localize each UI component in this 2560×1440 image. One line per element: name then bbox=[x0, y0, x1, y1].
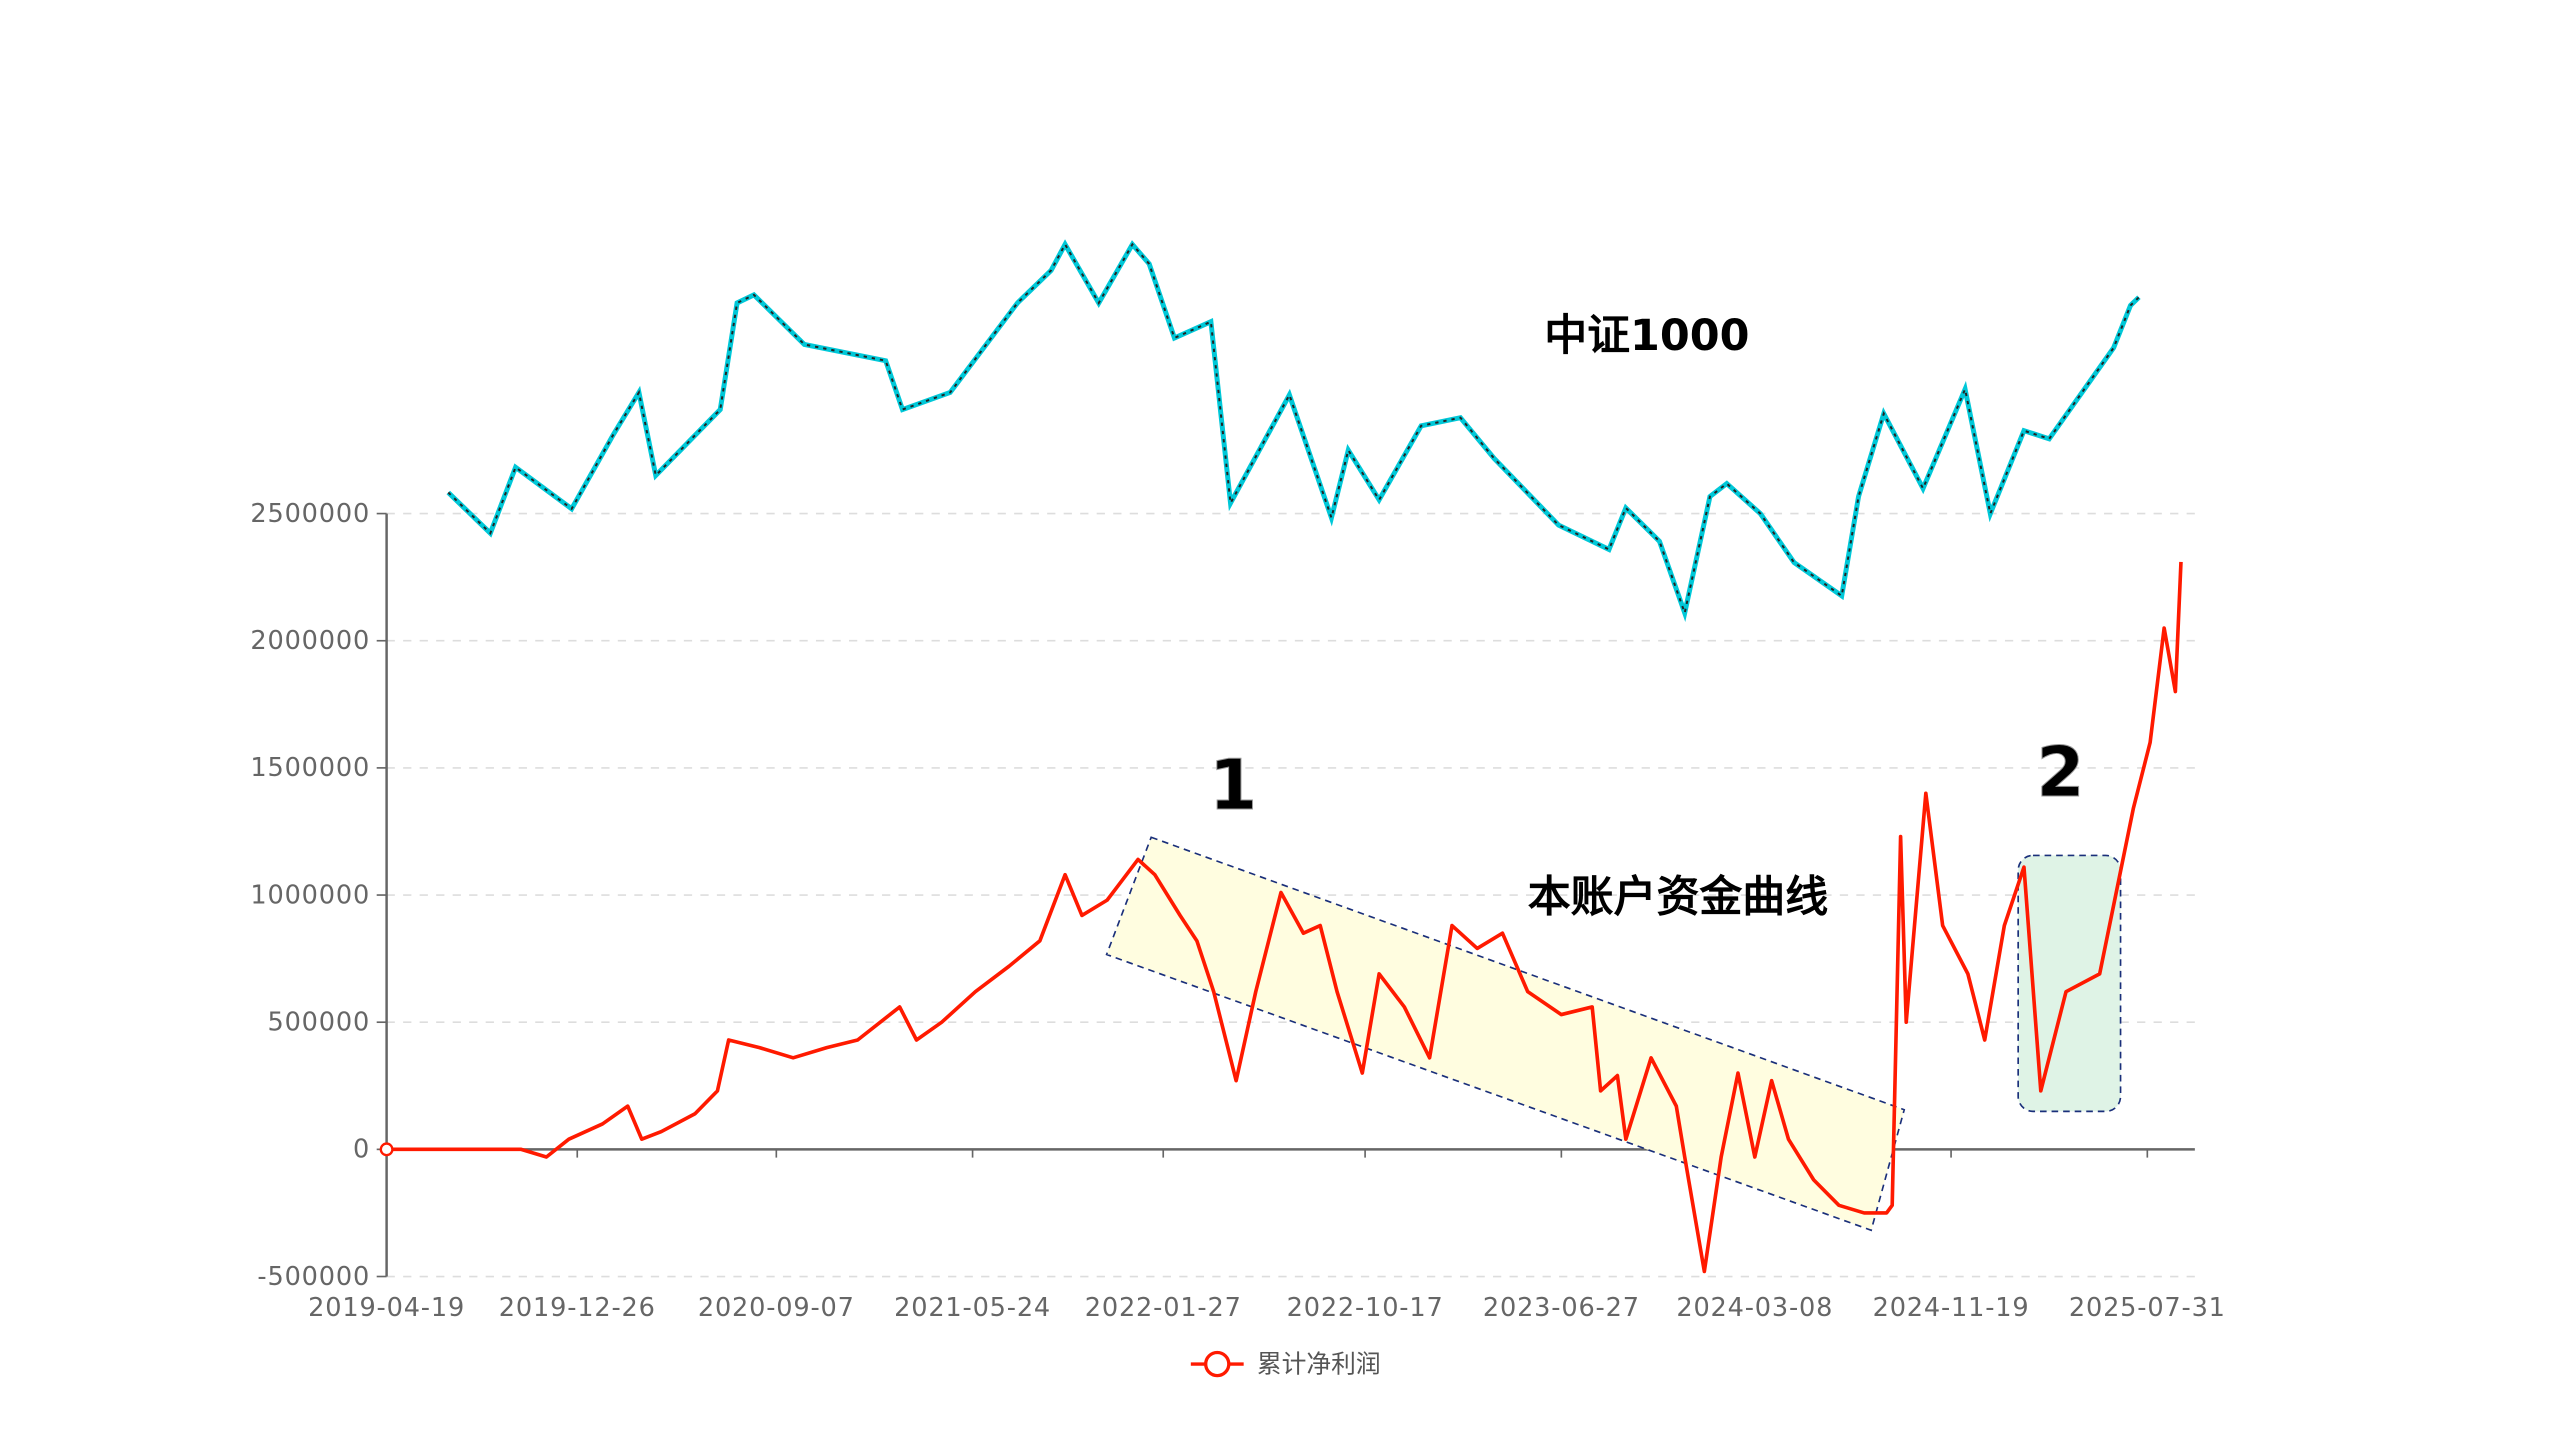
legend[interactable]: 累计净利润 bbox=[1190, 1349, 1381, 1378]
x-tick-label: 2020-09-07 bbox=[698, 1293, 855, 1323]
y-tick-label: 500000 bbox=[267, 1007, 370, 1037]
y-tick-label: 2500000 bbox=[250, 499, 370, 529]
x-tick-label: 2019-04-19 bbox=[308, 1293, 465, 1323]
x-tick-label: 2022-01-27 bbox=[1085, 1293, 1242, 1323]
pnl-start-marker bbox=[379, 1142, 394, 1157]
x-tick-label: 2024-03-08 bbox=[1676, 1293, 1833, 1323]
pnl-series-line bbox=[386, 561, 2183, 1274]
downtrend-zone-1 bbox=[1105, 836, 1906, 1232]
x-tick-label: 2022-10-17 bbox=[1287, 1293, 1444, 1323]
y-tick-label: 1500000 bbox=[250, 753, 370, 783]
x-tick-label: 2023-06-27 bbox=[1483, 1293, 1640, 1323]
y-tick-label: 0 bbox=[353, 1135, 370, 1165]
index-label: 中证1000 bbox=[1544, 311, 1749, 361]
x-tick-label: 2021-05-24 bbox=[894, 1293, 1051, 1323]
zone-2-label: 2 bbox=[2036, 733, 2084, 813]
x-tick-label: 2024-11-19 bbox=[1873, 1293, 2030, 1323]
x-axis: 2019-04-19 2019-12-26 2020-09-07 2021-05-24… bbox=[308, 1148, 2226, 1323]
zone-2-box bbox=[2017, 854, 2122, 1113]
index-series-line bbox=[446, 239, 2141, 622]
gridlines bbox=[386, 512, 2195, 1278]
x-tick-label: 2025-07-31 bbox=[2069, 1293, 2226, 1323]
curve-label: 本账户资金曲线 bbox=[1528, 873, 1829, 923]
legend-marker-icon bbox=[1204, 1350, 1231, 1378]
y-tick-label: 2000000 bbox=[250, 626, 370, 656]
y-tick-label: 1000000 bbox=[250, 880, 370, 910]
y-tick-label: -500000 bbox=[257, 1262, 370, 1292]
x-tick-label: 2019-12-26 bbox=[499, 1293, 656, 1323]
legend-label: 累计净利润 bbox=[1257, 1349, 1381, 1378]
zone-1-label: 1 bbox=[1209, 746, 1257, 826]
index-series-candles bbox=[447, 242, 2140, 617]
y-axis: 2500000 2000000 1500000 1000000 500000 0 -5000… bbox=[250, 499, 388, 1292]
